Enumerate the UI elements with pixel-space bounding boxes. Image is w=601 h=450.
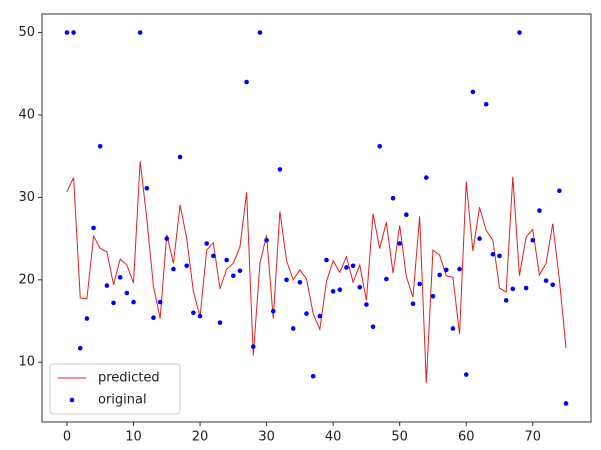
point <box>437 272 442 278</box>
point <box>277 167 283 172</box>
point <box>537 208 542 213</box>
x-tick-label: 50 <box>391 430 408 445</box>
x-tick-label: 20 <box>192 430 209 445</box>
point <box>217 320 223 325</box>
point <box>410 301 416 307</box>
point <box>443 267 449 273</box>
point <box>430 294 436 299</box>
y-tick-label: 40 <box>18 107 35 122</box>
point <box>204 241 209 246</box>
point <box>364 302 369 307</box>
y-tick-label: 30 <box>18 190 35 205</box>
predicted-line <box>66 161 567 383</box>
point <box>304 311 309 316</box>
point <box>157 299 163 305</box>
point <box>297 279 303 285</box>
point <box>71 30 76 35</box>
point <box>117 275 123 280</box>
point <box>91 225 96 231</box>
point <box>104 283 110 288</box>
legend-label: predicted <box>98 371 160 386</box>
point <box>237 268 243 274</box>
x-tick-label: 70 <box>524 430 541 445</box>
legend: predicted original <box>49 363 181 415</box>
point <box>470 89 476 95</box>
point <box>510 286 516 292</box>
point <box>344 265 349 270</box>
point <box>111 300 116 306</box>
x-tick-label: 0 <box>63 430 71 445</box>
point <box>330 289 336 294</box>
point <box>563 401 569 406</box>
point <box>337 287 343 293</box>
point <box>543 278 549 283</box>
point <box>523 285 529 291</box>
y-tick-label: 10 <box>18 355 35 370</box>
point <box>97 143 103 149</box>
point <box>177 154 183 160</box>
point <box>211 253 216 259</box>
plot-frame <box>41 13 592 423</box>
point <box>257 30 263 35</box>
point <box>264 237 269 243</box>
x-tick-label: 60 <box>458 430 475 445</box>
point <box>424 175 429 180</box>
point <box>250 344 256 349</box>
point <box>483 101 489 107</box>
point <box>324 257 329 263</box>
point <box>497 253 502 259</box>
point <box>310 373 316 379</box>
point <box>171 266 176 272</box>
point <box>231 273 236 278</box>
point <box>404 212 409 218</box>
point <box>477 236 482 241</box>
point <box>390 195 396 201</box>
point <box>244 79 249 85</box>
point <box>197 313 203 319</box>
point <box>490 251 496 257</box>
point <box>164 236 170 241</box>
point <box>191 310 196 316</box>
point <box>550 282 556 288</box>
point <box>517 30 522 35</box>
legend-swatch <box>69 397 75 403</box>
x-tick-label: 10 <box>125 430 142 445</box>
x-tick-label: 40 <box>325 430 342 445</box>
point <box>137 30 143 35</box>
point <box>417 281 422 287</box>
point <box>450 326 456 331</box>
point <box>503 298 509 303</box>
point <box>144 186 150 191</box>
point <box>284 277 289 283</box>
point <box>397 241 402 246</box>
point <box>557 188 562 194</box>
y-tick-label: 20 <box>18 272 35 287</box>
point <box>270 308 276 314</box>
legend-box <box>49 363 181 415</box>
point <box>184 263 190 269</box>
point <box>530 237 536 243</box>
point <box>151 315 156 321</box>
point <box>350 263 356 269</box>
point <box>84 316 90 321</box>
point <box>290 326 296 331</box>
point <box>64 30 70 35</box>
y-tick-label: 50 <box>18 25 35 40</box>
point <box>370 324 376 330</box>
point <box>317 313 323 319</box>
point <box>457 266 462 272</box>
point <box>357 284 363 290</box>
point <box>224 257 229 263</box>
legend-label: original <box>98 393 147 408</box>
point <box>77 345 83 351</box>
point <box>124 290 130 296</box>
point <box>377 143 383 149</box>
point <box>384 276 389 282</box>
point <box>463 372 469 377</box>
x-tick-label: 30 <box>258 430 275 445</box>
point <box>131 299 136 305</box>
